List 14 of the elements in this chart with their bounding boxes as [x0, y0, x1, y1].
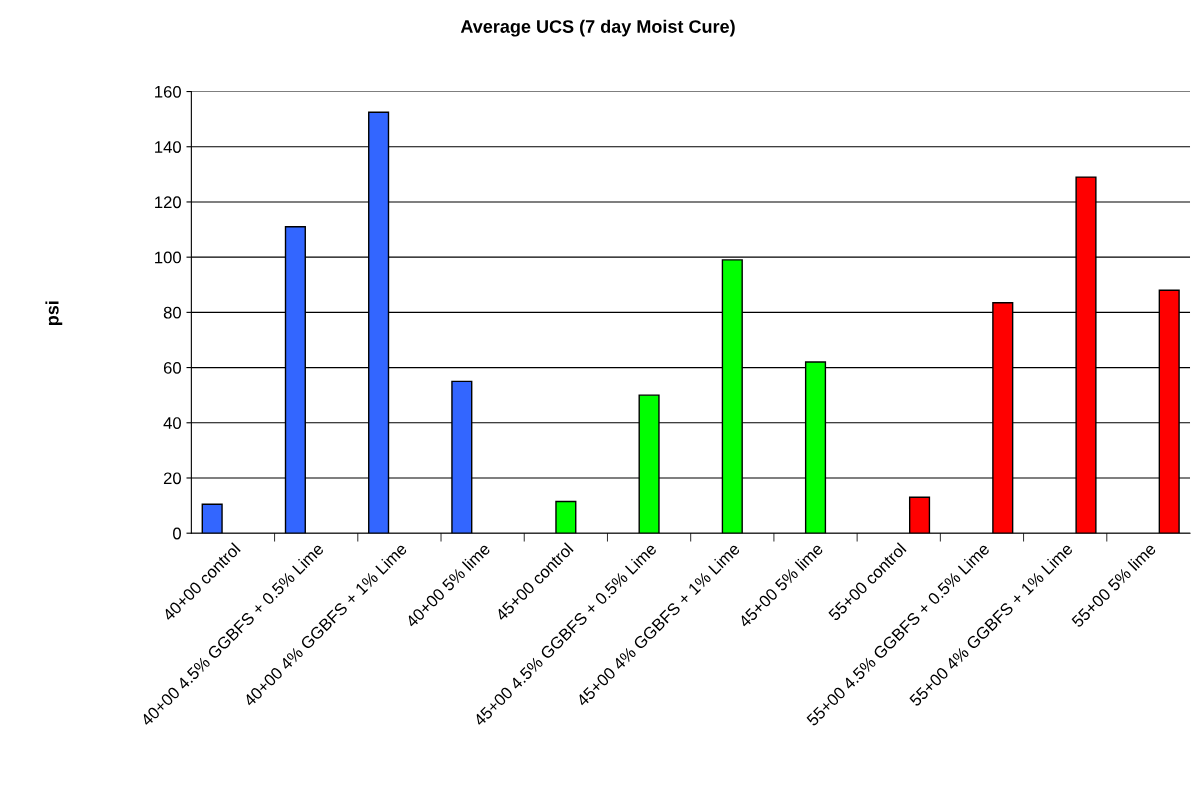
y-tick-label: 120	[155, 196, 181, 209]
bar	[908, 496, 931, 534]
y-tick-label: 20	[163, 472, 181, 485]
y-tick-label: 40	[163, 417, 181, 429]
y-tick-label: 140	[155, 141, 181, 153]
y-tick-label: 60	[163, 361, 181, 374]
y-tick-label: 100	[155, 251, 181, 264]
y-axis-title: psi	[45, 301, 63, 326]
chart-title: Average UCS (7 day Moist Cure)	[460, 19, 735, 37]
bar	[555, 500, 577, 534]
bar	[201, 503, 223, 534]
y-tick-label: 80	[163, 306, 181, 319]
y-tick-label: 160	[155, 85, 181, 98]
y-tick-label: 0	[173, 527, 181, 540]
